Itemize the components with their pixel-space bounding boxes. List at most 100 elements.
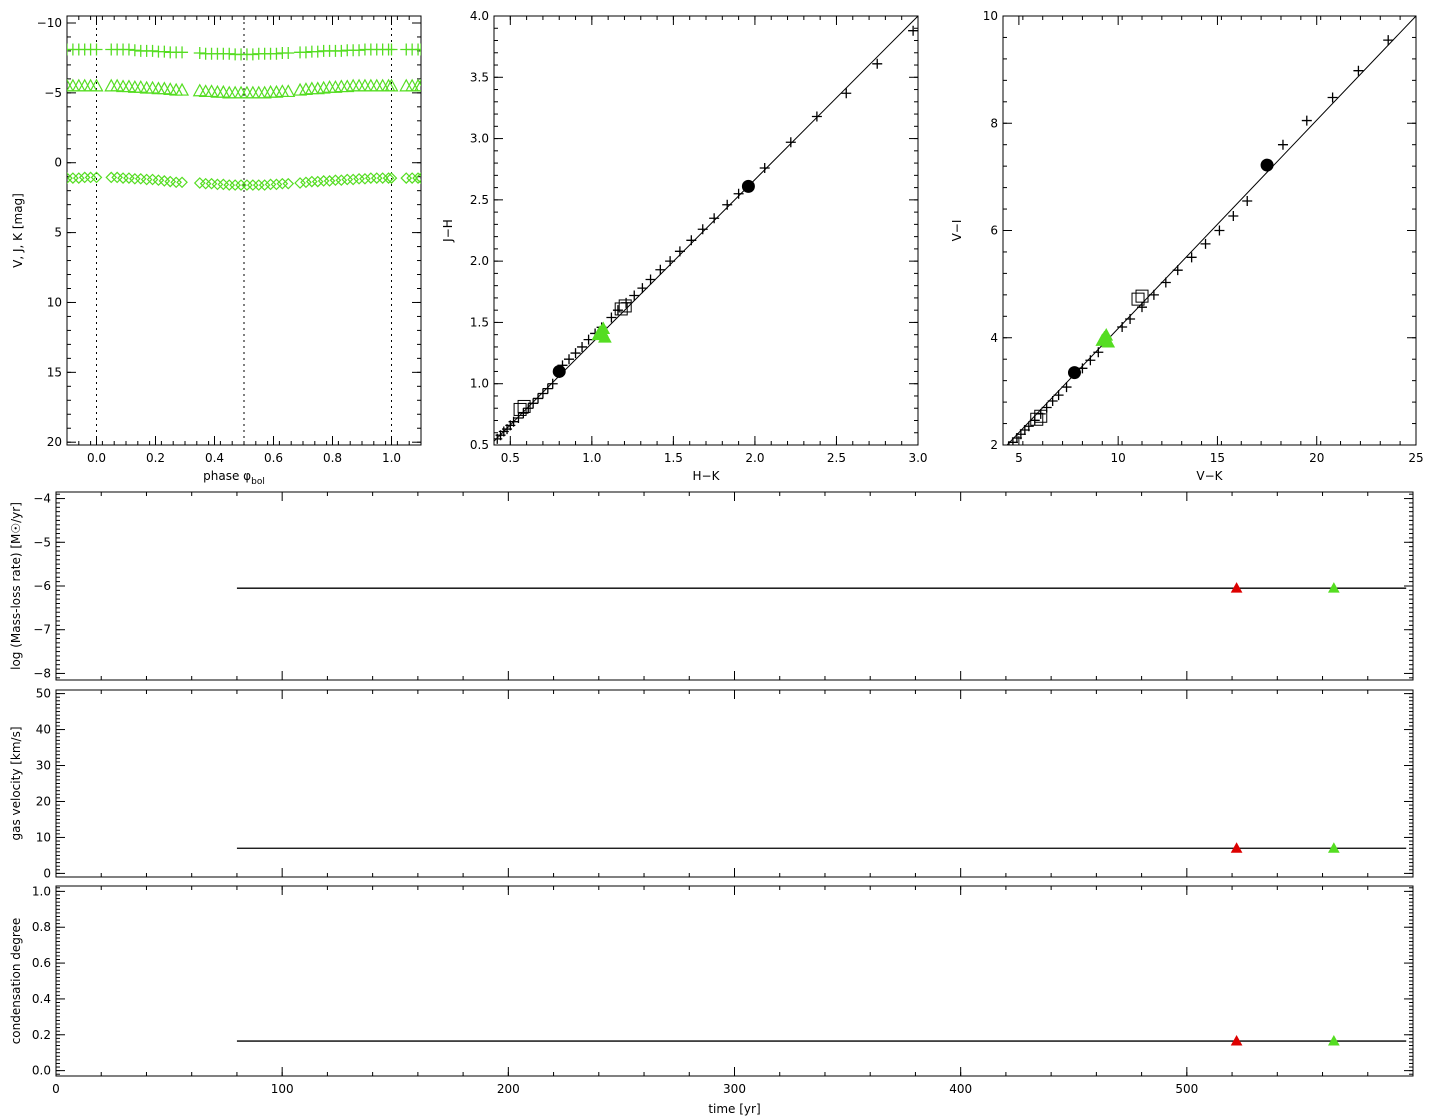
K-band-marker [282, 177, 295, 190]
chart-gasvel: 0 10 20 30 40 50 gas velocity [km/s] [9, 687, 1414, 880]
K-band-marker [176, 176, 188, 189]
model-plus-marker [1172, 265, 1183, 276]
model-plus-marker [785, 137, 796, 148]
J-band-marker [89, 78, 104, 92]
K-band-marker [353, 172, 365, 185]
model-plus-marker [908, 25, 918, 36]
J-band-marker [104, 78, 119, 92]
lightcurve-points [67, 43, 421, 191]
model-plus-marker [841, 88, 852, 99]
y-tick-label: −7 [33, 623, 51, 637]
K-band-marker [78, 171, 91, 184]
y-tick-label: 0.4 [32, 992, 51, 1006]
J-band-marker [304, 81, 319, 95]
model-plus-marker [606, 312, 617, 323]
J-band-marker [334, 79, 349, 93]
model-plus-marker [665, 256, 676, 267]
J-band-marker [67, 78, 80, 92]
x-tick-label: 300 [723, 1082, 746, 1096]
model-plus-marker [1214, 225, 1225, 236]
x-tick-label: 5 [1015, 451, 1023, 465]
J-band-marker [145, 80, 160, 94]
J-band-marker [346, 78, 361, 92]
model-plus-marker [686, 235, 697, 246]
K-band-marker [276, 177, 289, 190]
filled-circle-marker [1260, 158, 1274, 172]
x-tick-label: 400 [949, 1082, 972, 1096]
K-band-marker [347, 173, 359, 186]
K-band-marker [67, 172, 73, 184]
plot-frame [55, 689, 1414, 878]
model-plus-marker [1242, 196, 1253, 207]
model-plus-marker [1093, 347, 1104, 358]
K-band-marker [359, 172, 371, 185]
plot-frame [55, 491, 1414, 681]
x-tick-label: 0.0 [87, 451, 106, 465]
y-tick-label: 0.5 [470, 438, 489, 452]
square-marker [513, 402, 527, 416]
square-marker [517, 399, 531, 413]
model-plus-marker [542, 383, 553, 394]
y-axis-label: log (Mass-loss rate) [M☉/yr] [9, 502, 23, 670]
y-tick-label: 0 [54, 156, 62, 170]
K-band-marker [335, 174, 348, 187]
model-plus-marker [733, 188, 744, 199]
model-plus-marker [697, 224, 708, 235]
y-tick-label: 4.0 [470, 9, 489, 23]
y-tick-label: 1.0 [470, 377, 489, 391]
K-band-marker [385, 172, 398, 184]
square-marker [614, 302, 628, 316]
y-tick-label: 20 [36, 794, 51, 808]
K-band-marker [412, 172, 421, 184]
K-band-marker [72, 172, 85, 184]
y-tick-label: −8 [33, 666, 51, 680]
model-plus-marker [1053, 390, 1064, 401]
K-band-marker [164, 175, 177, 188]
x-axis-label-sub: bol [251, 477, 265, 487]
V-band-marker [158, 45, 171, 58]
y-tick-label: 2 [990, 438, 998, 452]
model-plus-marker [533, 393, 544, 404]
y-tick-label: 0.8 [32, 920, 51, 934]
model-plus-marker [1277, 139, 1288, 150]
V-band-marker [270, 47, 283, 60]
J-band-marker [216, 84, 231, 98]
x-axis-label: time [yr] [708, 1102, 760, 1116]
x-tick-label: 0.8 [323, 451, 342, 465]
K-band-marker [199, 177, 212, 190]
x-tick-label: 15 [1210, 451, 1225, 465]
model-plus-marker [759, 162, 770, 173]
y-tick-label: −6 [33, 579, 51, 593]
y-tick-label: −4 [33, 492, 51, 506]
time-marker [1230, 582, 1243, 593]
x-tick-label: 3.0 [908, 451, 927, 465]
model-plus-marker [612, 305, 623, 316]
J-band-marker [369, 78, 384, 92]
K-band-marker [311, 175, 324, 188]
y-tick-label: 10 [47, 295, 62, 309]
y-tick-label: 3.5 [470, 70, 489, 84]
chart-vi-vk: 5 10 15 20 25 2 4 6 8 10 V−K V−I [950, 9, 1424, 483]
K-band-marker [400, 172, 413, 184]
J-band-marker [352, 78, 367, 92]
x-tick-label: 1.5 [664, 451, 683, 465]
J-band-marker [77, 78, 92, 92]
K-band-marker [117, 172, 129, 184]
K-band-marker [376, 172, 389, 184]
green-triangle-marker [593, 325, 607, 338]
model-plus-marker [570, 348, 581, 359]
y-axis-label: V−I [950, 220, 964, 242]
model-plus-marker [518, 408, 529, 419]
J-band-marker [110, 78, 125, 92]
J-band-marker [251, 85, 266, 99]
K-band-marker [123, 172, 135, 184]
square-marker [1131, 292, 1145, 306]
model-plus-marker [655, 264, 666, 275]
V-band-marker [193, 47, 206, 60]
J-band-marker [363, 78, 378, 92]
K-band-marker [370, 172, 383, 184]
x-axis-label: phase φbol [203, 469, 265, 487]
J-band-marker [83, 78, 98, 92]
y-tick-label: 5 [54, 226, 62, 240]
